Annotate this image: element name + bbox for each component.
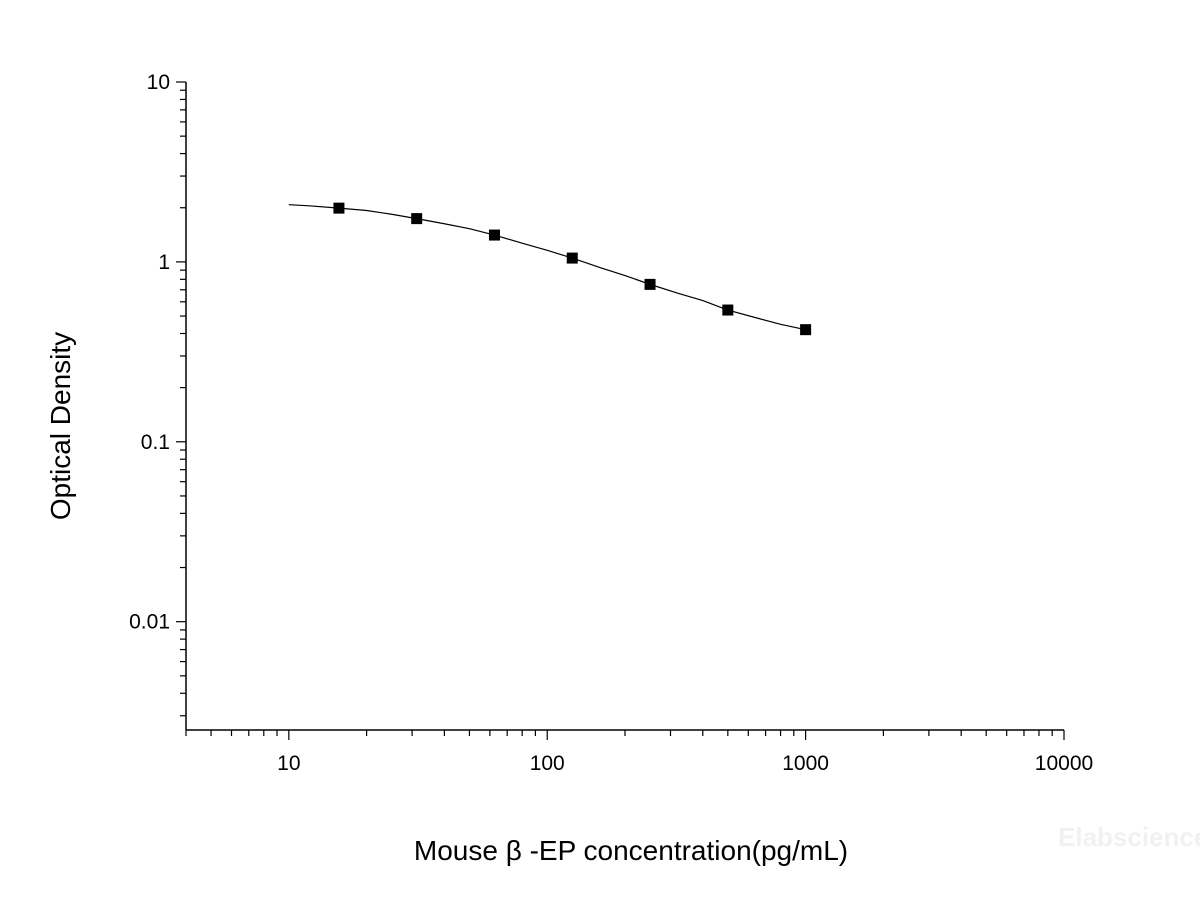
data-point bbox=[566, 252, 578, 264]
x-tick-label: 10000 bbox=[1035, 752, 1093, 775]
y-tick-label: 1 bbox=[158, 251, 170, 274]
x-axis-title: Mouse β -EP concentration(pg/mL) bbox=[414, 835, 848, 866]
axis-ticks bbox=[176, 81, 1065, 740]
y-tick-label: 0.01 bbox=[129, 611, 170, 634]
data-point bbox=[333, 202, 345, 214]
x-tick-label: 100 bbox=[530, 752, 565, 775]
fit-curve bbox=[288, 204, 806, 331]
axis-tick-labels: 10 100 1000 10000 0.01 0.1 1 10 bbox=[129, 71, 1093, 775]
y-axis-title: Optical Density bbox=[45, 332, 76, 520]
data-point bbox=[488, 229, 500, 241]
x-tick-label: 10 bbox=[277, 752, 300, 775]
watermark: Elabscience bbox=[1058, 822, 1200, 852]
y-tick-label: 10 bbox=[147, 71, 170, 94]
data-point bbox=[722, 304, 734, 316]
data-point bbox=[411, 213, 423, 225]
axes bbox=[185, 82, 1064, 731]
data-points bbox=[333, 202, 812, 336]
data-point bbox=[800, 324, 812, 336]
data-point bbox=[644, 278, 656, 290]
x-tick-label: 1000 bbox=[782, 752, 829, 775]
y-tick-label: 0.1 bbox=[141, 431, 170, 454]
